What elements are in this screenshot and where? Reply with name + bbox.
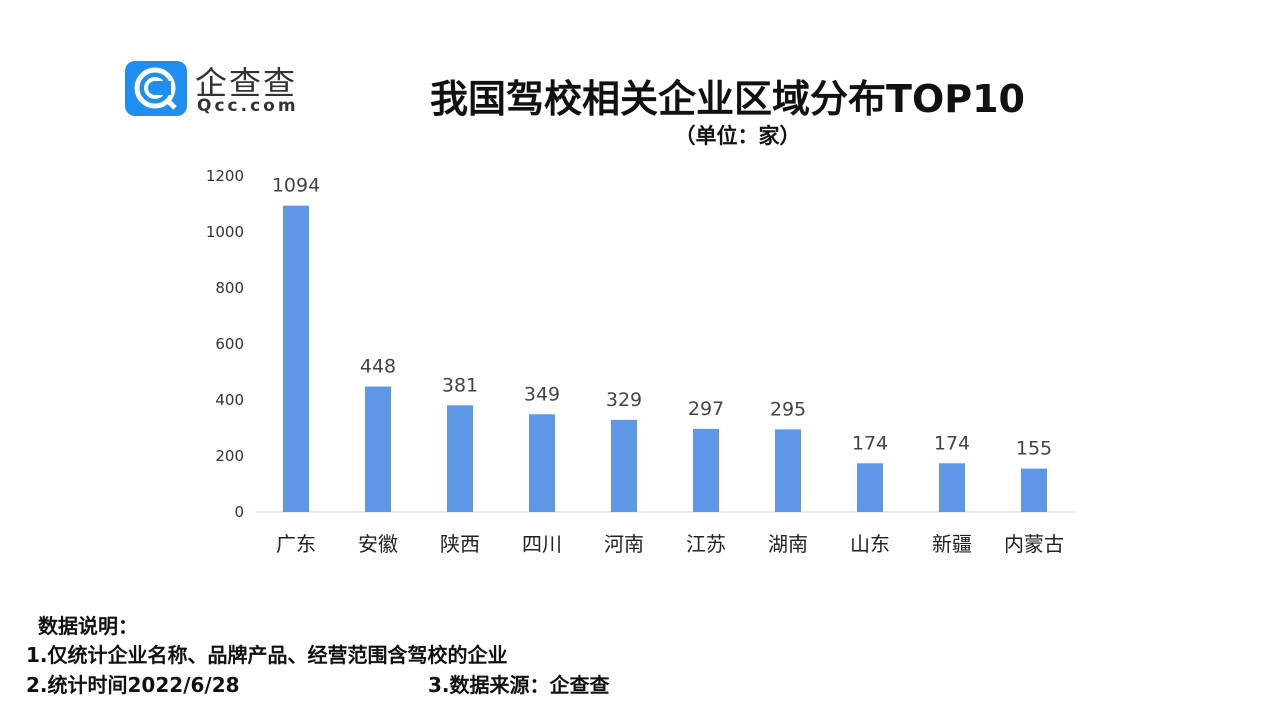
x-tick-label: 四川: [522, 532, 562, 556]
bar: [611, 419, 637, 512]
note-line-3: 3.数据来源：企查查: [428, 673, 610, 697]
data-label: 297: [688, 398, 724, 420]
x-tick-label: 安徽: [358, 532, 398, 556]
x-tick-label: 陕西: [440, 532, 480, 556]
data-label: 1094: [272, 175, 320, 197]
data-label: 448: [360, 356, 396, 378]
bar: [447, 405, 473, 512]
bar: [775, 429, 801, 512]
y-tick-label: 600: [215, 335, 244, 353]
chart-title: 我国驾校相关企业区域分布TOP10: [430, 77, 1025, 121]
qcc-logo-icon: [125, 61, 187, 116]
x-tick-label: 江苏: [686, 532, 726, 556]
data-label: 295: [770, 398, 806, 420]
y-tick-label: 400: [215, 391, 244, 409]
data-label: 155: [1016, 438, 1052, 460]
logo-text-cn: 企查查: [195, 64, 298, 102]
data-label: 174: [852, 432, 888, 454]
data-label: 349: [524, 383, 560, 405]
logo-text-en: Qcc.com: [197, 96, 299, 116]
bar: [857, 463, 883, 512]
x-tick-label: 广东: [276, 532, 316, 556]
x-tick-label: 新疆: [932, 532, 972, 556]
bar: [283, 205, 309, 512]
x-tick-label: 内蒙古: [1004, 532, 1064, 556]
data-label: 174: [934, 432, 970, 454]
y-tick-label: 0: [234, 503, 244, 521]
note-line-2: 2.统计时间2022/6/28: [26, 673, 240, 697]
chart-subtitle: （单位：家）: [674, 124, 801, 148]
y-tick-label: 800: [215, 279, 244, 297]
y-tick-label: 200: [215, 447, 244, 465]
bar: [693, 428, 719, 512]
y-tick-label: 1000: [206, 223, 244, 241]
bar: [1021, 468, 1047, 512]
notes-heading: 数据说明：: [38, 614, 138, 638]
note-line-1: 1.仅统计企业名称、品牌产品、经营范围含驾校的企业: [26, 643, 508, 667]
x-tick-label: 湖南: [768, 532, 808, 556]
x-tick-label: 河南: [604, 532, 644, 556]
bar: [939, 463, 965, 512]
data-label: 381: [442, 374, 478, 396]
x-tick-label: 山东: [850, 532, 890, 556]
data-label: 329: [606, 389, 642, 411]
bar: [529, 414, 555, 512]
bar: [365, 386, 391, 512]
y-tick-label: 1200: [206, 167, 244, 185]
